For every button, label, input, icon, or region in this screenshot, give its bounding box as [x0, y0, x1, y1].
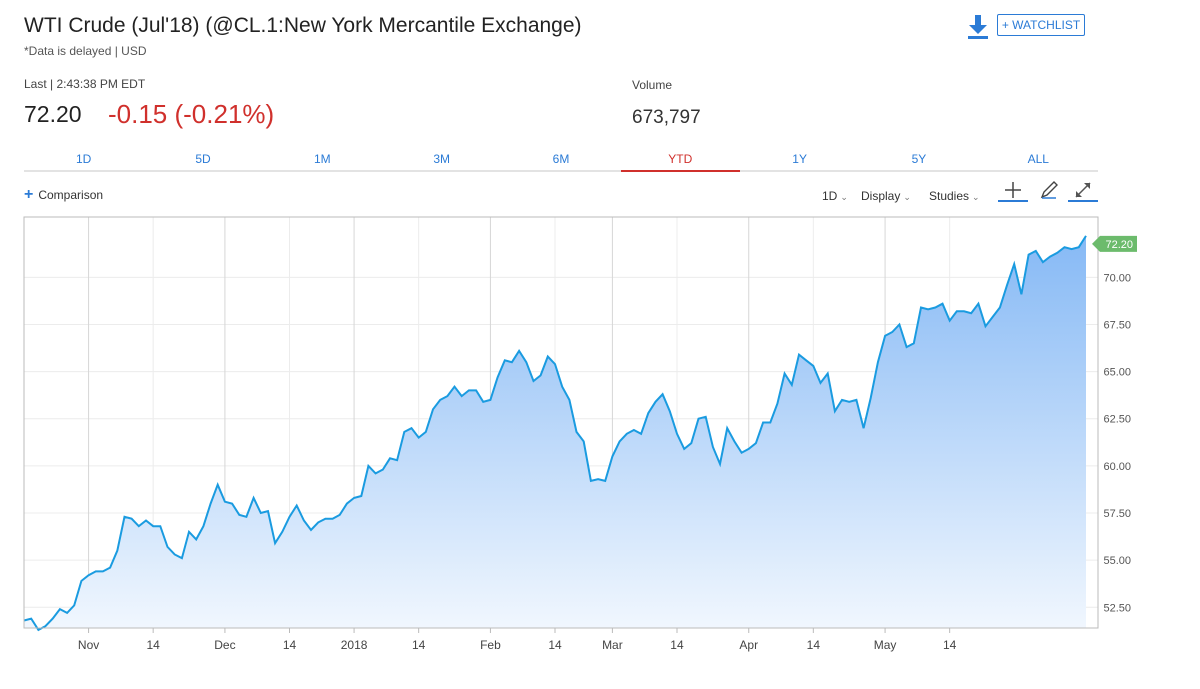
- price-chart[interactable]: 52.50 55.00 57.50 60.00 62.50 65.00 67.50 70.00…: [0, 200, 1200, 660]
- display-dropdown[interactable]: Display ⌄: [861, 189, 911, 203]
- last-price: 72.20: [24, 101, 82, 127]
- y-axis: 52.50 55.00 57.50 60.00 62.50 65.00 67.50 70.00: [1103, 272, 1131, 614]
- pencil-icon[interactable]: [1034, 180, 1064, 200]
- display-label: Display: [861, 189, 901, 203]
- y-tick-label: 62.50: [1103, 414, 1131, 426]
- x-tick-label: Mar: [602, 638, 623, 652]
- range-tabs: 1D 5D 1M 3M 6M YTD 1Y 5Y ALL: [24, 150, 1098, 172]
- tab-6m[interactable]: 6M: [552, 152, 570, 166]
- chevron-down-icon: ⌄: [903, 192, 911, 202]
- x-tick-label: 14: [548, 638, 562, 652]
- x-tick-label: Nov: [78, 638, 99, 652]
- page-title: WTI Crude (Jul'18) (@CL.1:New York Merca…: [24, 14, 582, 37]
- chevron-down-icon: ⌄: [840, 192, 848, 202]
- x-tick-label: 2018: [341, 638, 368, 652]
- x-tick-label: May: [874, 638, 897, 652]
- crosshair-icon[interactable]: [998, 180, 1028, 202]
- x-tick-label: 14: [943, 638, 957, 652]
- data-delayed-note: *Data is delayed | USD: [24, 44, 147, 58]
- x-tick-label: 14: [412, 638, 426, 652]
- price-area-fill: [24, 235, 1086, 630]
- interval-dropdown[interactable]: 1D ⌄: [822, 189, 848, 203]
- price-change: -0.15 (-0.21%): [108, 99, 275, 129]
- x-tick-label: Dec: [214, 638, 235, 652]
- tab-3m[interactable]: 3M: [433, 152, 450, 166]
- watchlist-button[interactable]: + WATCHLIST: [997, 14, 1085, 36]
- y-tick-label: 65.00: [1103, 367, 1131, 379]
- tab-5y[interactable]: 5Y: [911, 152, 927, 166]
- x-tick-label: 14: [807, 638, 821, 652]
- volume-value: 673,797: [632, 107, 701, 128]
- volume-label: Volume: [632, 78, 673, 92]
- download-icon-graphic: [968, 15, 988, 39]
- y-tick-label: 57.50: [1103, 508, 1131, 520]
- tab-5d[interactable]: 5D: [195, 152, 211, 166]
- tab-ytd[interactable]: YTD: [620, 150, 741, 172]
- last-value-badge: 72.20: [1092, 235, 1137, 252]
- last-value-badge-shape: [1092, 235, 1137, 252]
- download-icon[interactable]: [965, 14, 991, 40]
- expand-icon[interactable]: [1068, 180, 1098, 202]
- tab-all[interactable]: ALL: [1027, 152, 1049, 166]
- tab-1y[interactable]: 1Y: [792, 152, 807, 166]
- expand-icon-graphic: [1075, 182, 1091, 198]
- comparison-button[interactable]: + Comparison: [24, 186, 104, 203]
- chevron-down-icon: ⌄: [972, 192, 980, 202]
- y-tick-label: 60.00: [1103, 461, 1131, 473]
- last-trade-label: Last | 2:43:38 PM EDT: [24, 77, 146, 91]
- x-tick-label: Apr: [739, 638, 758, 652]
- y-tick-label: 52.50: [1103, 602, 1131, 614]
- x-tick-label: 14: [146, 638, 160, 652]
- interval-label: 1D: [822, 189, 838, 203]
- crosshair-icon-graphic: [1005, 182, 1021, 198]
- x-axis: Nov 14 Dec 14 2018 14 Feb 14 Mar 14 Apr 14 May 14: [78, 628, 957, 652]
- y-tick-label: 70.00: [1103, 272, 1131, 284]
- x-tick-label: 14: [283, 638, 297, 652]
- last-value-label: 72.20: [1105, 239, 1133, 251]
- y-tick-label: 67.50: [1103, 319, 1131, 331]
- pencil-icon-graphic: [1040, 181, 1058, 199]
- studies-dropdown[interactable]: Studies ⌄: [929, 189, 980, 203]
- studies-label: Studies: [929, 189, 970, 203]
- tab-1m[interactable]: 1M: [313, 152, 331, 166]
- y-tick-label: 55.00: [1103, 555, 1131, 567]
- x-tick-label: 14: [670, 638, 684, 652]
- plus-icon: +: [24, 186, 34, 203]
- comparison-label: Comparison: [38, 188, 104, 202]
- plot-border: [23, 216, 1099, 629]
- tab-1d[interactable]: 1D: [75, 152, 92, 166]
- price-line: [23, 235, 1087, 632]
- x-tick-label: Feb: [480, 638, 501, 652]
